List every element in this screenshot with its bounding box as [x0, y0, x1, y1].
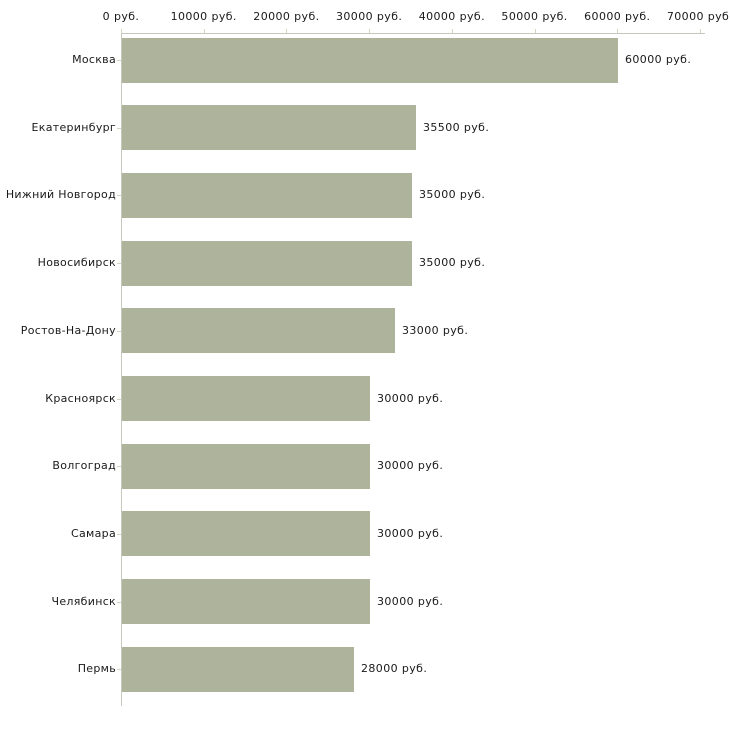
bar — [122, 579, 370, 625]
category-tick-mark — [117, 330, 121, 332]
bar — [122, 443, 370, 489]
x-tick-label: 40000 руб. — [418, 10, 485, 23]
x-tick-mark — [286, 29, 288, 33]
category-label: Новосибирск — [37, 256, 116, 270]
category-label: Челябинск — [51, 594, 116, 608]
category-label: Нижний Новгород — [5, 188, 116, 202]
category-tick-mark — [117, 195, 121, 197]
category-tick-mark — [117, 127, 121, 129]
category-label: Волгоград — [52, 459, 116, 473]
bar — [122, 105, 416, 151]
x-tick-mark — [534, 29, 536, 33]
category-tick-mark — [117, 398, 121, 400]
x-tick-label: 20000 руб. — [253, 10, 320, 23]
bar-value-label: 30000 руб. — [377, 594, 444, 608]
x-tick-label: 30000 руб. — [336, 10, 403, 23]
bar-value-label: 35000 руб. — [419, 256, 486, 270]
x-tick-label: 70000 руб. — [666, 10, 730, 23]
category-tick-mark — [117, 60, 121, 61]
x-tick-label: 50000 руб. — [501, 10, 568, 23]
x-tick-label: 10000 руб. — [170, 10, 237, 23]
category-label: Ростов-На-Дону — [20, 323, 116, 337]
x-tick-mark — [451, 29, 453, 33]
bar — [122, 240, 412, 286]
category-tick-mark — [117, 669, 121, 671]
bar-value-label: 30000 руб. — [377, 391, 444, 405]
category-tick-mark — [117, 263, 121, 265]
x-tick-label: 60000 руб. — [584, 10, 651, 23]
bar — [122, 37, 618, 83]
x-tick-mark — [369, 29, 371, 33]
bar-value-label: 35000 руб. — [419, 188, 486, 202]
category-label: Екатеринбург — [31, 120, 116, 134]
category-tick-mark — [117, 533, 121, 535]
x-tick-mark — [617, 29, 619, 33]
bar-value-label: 30000 руб. — [377, 526, 444, 540]
category-tick-mark — [117, 466, 121, 468]
x-tick-mark — [203, 29, 205, 33]
bar — [122, 511, 370, 557]
bar — [122, 308, 395, 354]
category-label: Красноярск — [45, 391, 116, 405]
bar-value-label: 35500 руб. — [423, 120, 490, 134]
category-label: Москва — [72, 53, 116, 66]
x-axis-line — [121, 33, 705, 34]
x-tick-mark — [700, 29, 701, 33]
bar — [122, 646, 354, 692]
category-label: Самара — [71, 526, 116, 540]
x-tick-mark — [121, 29, 122, 33]
bar-value-label: 28000 руб. — [361, 662, 428, 676]
bar — [122, 172, 412, 218]
bar — [122, 376, 370, 421]
category-label: Пермь — [77, 662, 116, 676]
category-tick-mark — [117, 601, 121, 603]
y-axis-line — [121, 33, 122, 706]
bar-value-label: 30000 руб. — [377, 459, 444, 473]
x-tick-label: 0 руб. — [102, 10, 140, 23]
bar-value-label: 60000 руб. — [625, 53, 692, 66]
bar-value-label: 33000 руб. — [402, 323, 469, 337]
